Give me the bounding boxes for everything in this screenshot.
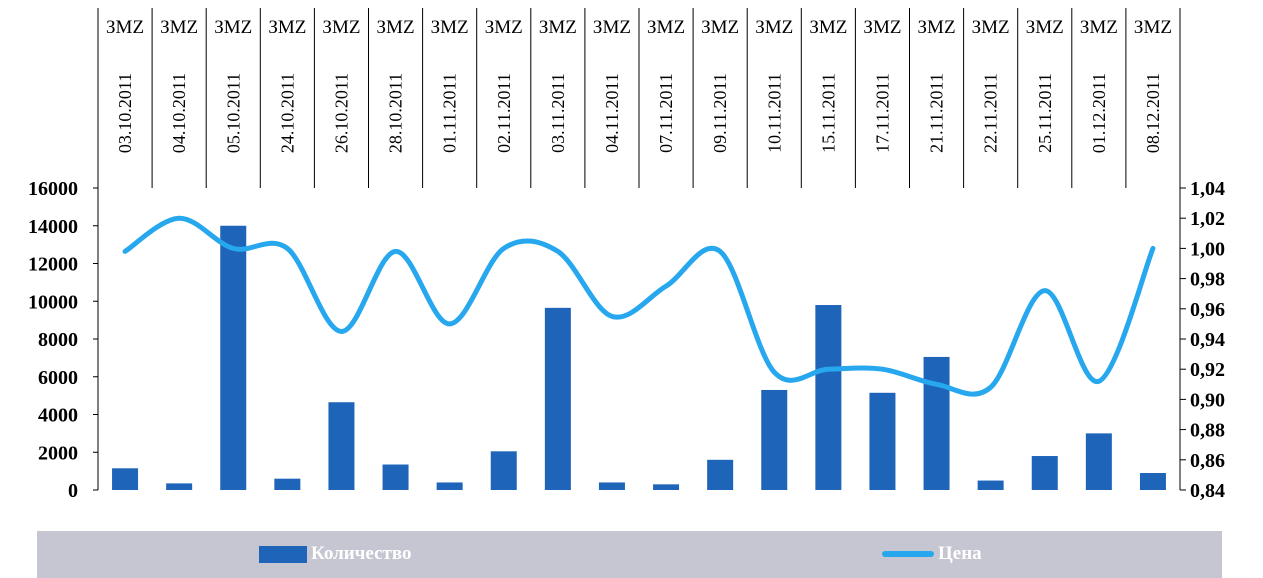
bar-quantity xyxy=(112,468,139,490)
category-date-label: 17.11.2011 xyxy=(872,73,892,153)
category-header: ЗМZ xyxy=(918,17,956,38)
left-axis: 0 2000 4000 6000 8000 10000 12000 14000 16000 xyxy=(28,178,99,502)
right-axis-tick-label: 1,04 xyxy=(1190,178,1225,200)
legend-label-price: Цена xyxy=(938,543,982,564)
legend-swatch-bar xyxy=(259,545,307,563)
category-header: ЗМZ xyxy=(268,17,306,38)
bar-quantity xyxy=(328,402,355,490)
category-date-label: 24.10.2011 xyxy=(277,73,297,153)
left-axis-tick-label: 4000 xyxy=(38,405,78,427)
bar-quantity xyxy=(1085,433,1112,490)
category-date-label: 21.11.2011 xyxy=(927,73,947,153)
right-axis-tick-label: 0,88 xyxy=(1190,420,1225,442)
right-axis-tick-label: 0,86 xyxy=(1190,450,1225,472)
legend-item-quantity: Количество xyxy=(259,539,411,569)
category-date-label: 10.11.2011 xyxy=(764,73,784,153)
category-header: ЗМZ xyxy=(1134,17,1172,38)
bar-quantity xyxy=(274,478,301,490)
legend-swatch-line xyxy=(882,551,934,557)
category-header: ЗМZ xyxy=(863,17,901,38)
category-date-label: 15.11.2011 xyxy=(818,73,838,153)
bar-quantity xyxy=(923,356,950,490)
price-line-path xyxy=(122,215,1156,397)
bar-quantity xyxy=(869,392,896,490)
category-header: ЗМZ xyxy=(809,17,847,38)
bar-series-quantity xyxy=(112,225,1166,490)
right-axis-tick-label: 0,92 xyxy=(1190,359,1225,381)
right-axis-tick-label: 0,96 xyxy=(1190,299,1225,321)
left-axis-tick-label: 10000 xyxy=(28,291,78,313)
legend-label-quantity: Количество xyxy=(311,543,412,564)
line-series-price xyxy=(122,215,1156,397)
bar-quantity xyxy=(977,480,1004,490)
right-axis-tick-label: 1,02 xyxy=(1190,208,1225,230)
category-header-grid: ЗМZ 03.10.2011 ЗМZ 04.10.2011 ЗМZ 05.10.2011 З… xyxy=(97,8,1181,188)
left-axis-tick-label: 6000 xyxy=(38,367,78,389)
category-header: ЗМZ xyxy=(106,17,144,38)
category-date-label: 07.11.2011 xyxy=(656,73,676,153)
category-date-label: 01.12.2011 xyxy=(1089,73,1109,153)
right-axis-tick-label: 1,00 xyxy=(1190,238,1225,260)
left-axis-tick-label: 14000 xyxy=(28,216,78,238)
category-header: ЗМZ xyxy=(647,17,685,38)
bar-quantity xyxy=(1139,473,1166,490)
category-header: ЗМZ xyxy=(972,17,1010,38)
left-axis-tick-label: 8000 xyxy=(38,329,78,351)
left-axis-tick-label: 2000 xyxy=(38,442,78,464)
right-axis-tick-label: 0,98 xyxy=(1190,269,1225,291)
category-header: ЗМZ xyxy=(214,17,252,38)
right-axis: 0,84 0,86 0,88 0,90 0,92 0,94 0,96 0,98 1,00 1,02… xyxy=(1179,178,1225,502)
category-date-label: 02.11.2011 xyxy=(494,73,514,153)
left-axis-tick-label: 16000 xyxy=(28,178,78,200)
category-date-label: 04.11.2011 xyxy=(602,73,622,153)
bar-quantity xyxy=(544,307,571,490)
category-header: ЗМZ xyxy=(701,17,739,38)
bar-quantity xyxy=(1031,456,1058,490)
right-axis-tick-label: 0,84 xyxy=(1190,480,1225,502)
category-header: ЗМZ xyxy=(322,17,360,38)
category-date-label: 09.11.2011 xyxy=(710,73,730,153)
category-header: ЗМZ xyxy=(377,17,415,38)
right-axis-tick-label: 0,90 xyxy=(1190,389,1225,411)
bar-quantity xyxy=(707,459,734,490)
category-header: ЗМZ xyxy=(431,17,469,38)
category-header: ЗМZ xyxy=(539,17,577,38)
category-header: ЗМZ xyxy=(1026,17,1064,38)
bar-quantity xyxy=(653,484,680,490)
bar-quantity xyxy=(166,483,193,490)
legend: Количество Цена xyxy=(37,531,1222,578)
bar-quantity xyxy=(815,305,842,490)
chart-area: ЗМZ 03.10.2011 ЗМZ 04.10.2011 ЗМZ 05.10.2011 З… xyxy=(28,8,1225,502)
category-date-label: 04.10.2011 xyxy=(169,73,189,153)
bar-quantity xyxy=(436,482,463,490)
category-date-label: 26.10.2011 xyxy=(331,73,351,153)
category-header: ЗМZ xyxy=(1080,17,1118,38)
category-date-label: 25.11.2011 xyxy=(1035,73,1055,153)
right-axis-tick-label: 0,94 xyxy=(1190,329,1225,351)
left-axis-tick-label: 0 xyxy=(68,480,78,502)
bar-quantity xyxy=(220,225,247,490)
bar-quantity xyxy=(598,482,625,490)
category-header: ЗМZ xyxy=(755,17,793,38)
category-date-label: 28.10.2011 xyxy=(386,73,406,153)
category-header: ЗМZ xyxy=(593,17,631,38)
category-date-label: 01.11.2011 xyxy=(440,73,460,153)
category-header: ЗМZ xyxy=(160,17,198,38)
bar-quantity xyxy=(382,464,409,490)
category-date-label: 08.12.2011 xyxy=(1143,73,1163,153)
category-date-label: 05.10.2011 xyxy=(223,73,243,153)
category-header: ЗМZ xyxy=(485,17,523,38)
legend-item-price: Цена xyxy=(882,539,982,569)
bar-quantity xyxy=(490,451,517,490)
bar-quantity xyxy=(761,389,788,490)
left-axis-tick-label: 12000 xyxy=(28,254,78,276)
category-date-label: 22.11.2011 xyxy=(981,73,1001,153)
category-date-label: 03.11.2011 xyxy=(548,73,568,153)
category-date-label: 03.10.2011 xyxy=(115,73,135,153)
